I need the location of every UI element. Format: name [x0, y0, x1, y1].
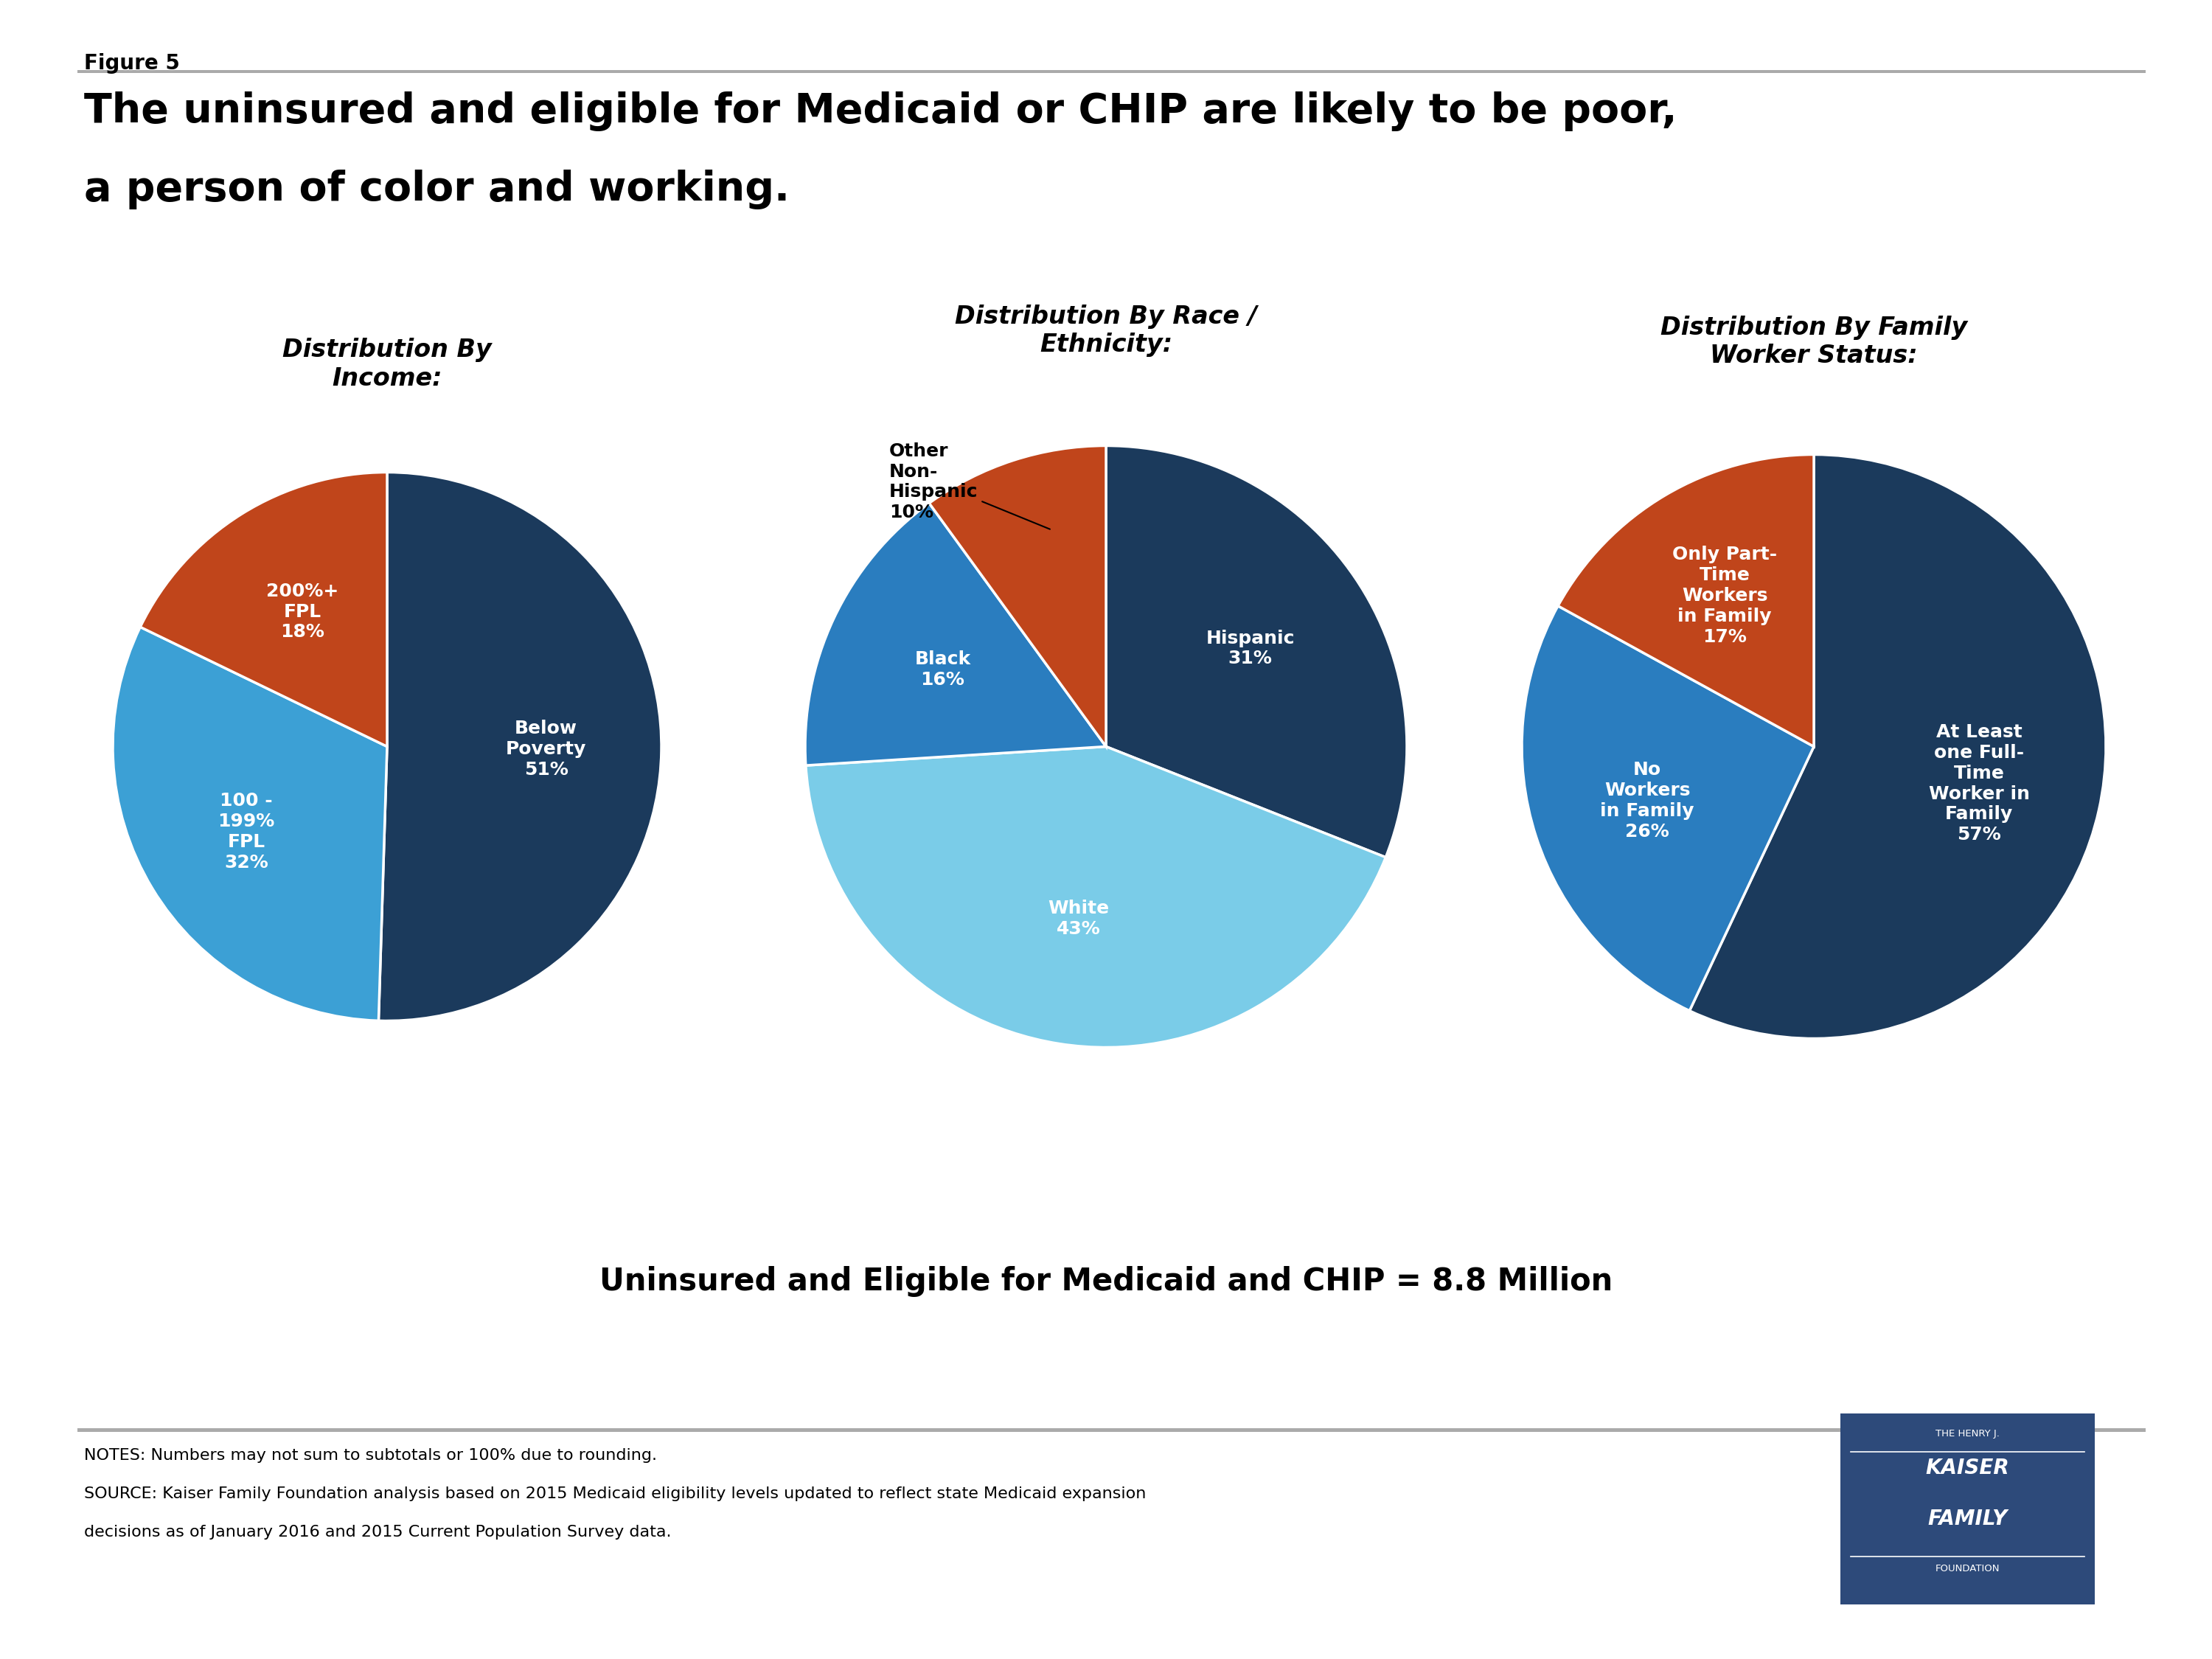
- Wedge shape: [139, 473, 387, 747]
- Text: Black
16%: Black 16%: [914, 650, 971, 688]
- Text: FAMILY: FAMILY: [1927, 1510, 2008, 1530]
- Text: FOUNDATION: FOUNDATION: [1935, 1564, 2000, 1574]
- Text: Below
Poverty
51%: Below Poverty 51%: [507, 720, 586, 778]
- Wedge shape: [113, 627, 387, 1020]
- Text: No
Workers
in Family
26%: No Workers in Family 26%: [1599, 761, 1694, 839]
- Wedge shape: [805, 747, 1385, 1047]
- Title: Distribution By
Income:: Distribution By Income:: [283, 338, 491, 390]
- Text: The uninsured and eligible for Medicaid or CHIP are likely to be poor,: The uninsured and eligible for Medicaid …: [84, 91, 1677, 131]
- Text: Figure 5: Figure 5: [84, 53, 179, 73]
- Text: Other
Non-
Hispanic
10%: Other Non- Hispanic 10%: [889, 443, 1051, 529]
- Text: NOTES: Numbers may not sum to subtotals or 100% due to rounding.: NOTES: Numbers may not sum to subtotals …: [84, 1448, 657, 1463]
- Text: 200%+
FPL
18%: 200%+ FPL 18%: [265, 582, 338, 640]
- Text: SOURCE: Kaiser Family Foundation analysis based on 2015 Medicaid eligibility lev: SOURCE: Kaiser Family Foundation analysi…: [84, 1486, 1146, 1501]
- Text: 100 -
199%
FPL
32%: 100 - 199% FPL 32%: [217, 793, 274, 871]
- Wedge shape: [1522, 606, 1814, 1010]
- Text: Uninsured and Eligible for Medicaid and CHIP = 8.8 Million: Uninsured and Eligible for Medicaid and …: [599, 1266, 1613, 1297]
- Wedge shape: [805, 503, 1106, 765]
- Text: THE HENRY J.: THE HENRY J.: [1935, 1428, 2000, 1438]
- Wedge shape: [929, 446, 1106, 747]
- Text: Hispanic
31%: Hispanic 31%: [1206, 629, 1294, 667]
- Wedge shape: [1106, 446, 1407, 858]
- Text: KAISER: KAISER: [1927, 1457, 2008, 1478]
- Title: Distribution By Race /
Ethnicity:: Distribution By Race / Ethnicity:: [956, 305, 1256, 357]
- Wedge shape: [1690, 455, 2106, 1039]
- Text: White
43%: White 43%: [1048, 899, 1110, 937]
- Text: decisions as of January 2016 and 2015 Current Population Survey data.: decisions as of January 2016 and 2015 Cu…: [84, 1525, 672, 1540]
- Wedge shape: [1557, 455, 1814, 747]
- Text: At Least
one Full-
Time
Worker in
Family
57%: At Least one Full- Time Worker in Family…: [1929, 723, 2031, 843]
- Wedge shape: [378, 473, 661, 1020]
- Text: a person of color and working.: a person of color and working.: [84, 169, 790, 209]
- Text: Only Part-
Time
Workers
in Family
17%: Only Part- Time Workers in Family 17%: [1672, 546, 1776, 645]
- Title: Distribution By Family
Worker Status:: Distribution By Family Worker Status:: [1661, 315, 1966, 368]
